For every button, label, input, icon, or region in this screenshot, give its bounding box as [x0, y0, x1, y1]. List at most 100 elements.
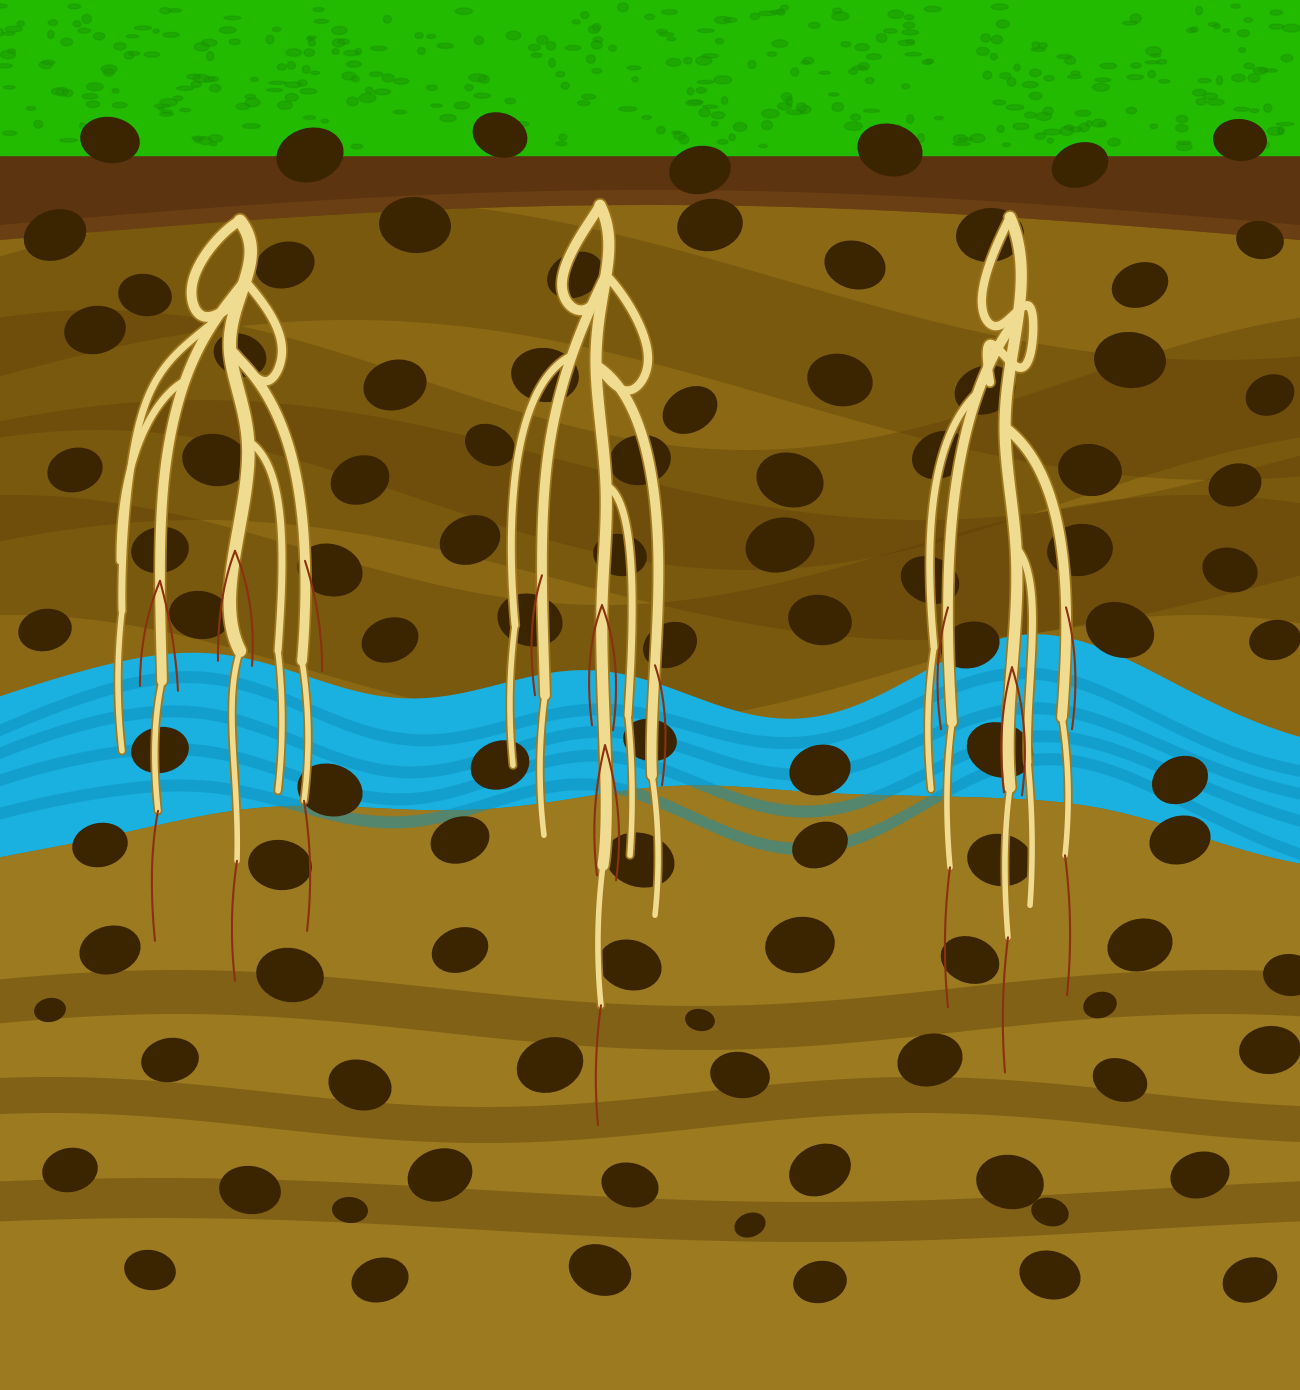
Ellipse shape	[905, 15, 914, 19]
Ellipse shape	[1176, 115, 1188, 122]
Ellipse shape	[303, 65, 311, 74]
Ellipse shape	[589, 25, 599, 33]
Ellipse shape	[73, 823, 127, 867]
Ellipse shape	[153, 29, 160, 33]
Ellipse shape	[498, 594, 563, 646]
Ellipse shape	[1036, 113, 1052, 121]
Ellipse shape	[1092, 83, 1109, 92]
Ellipse shape	[1217, 76, 1222, 85]
Ellipse shape	[1231, 4, 1240, 8]
Ellipse shape	[169, 591, 231, 639]
Ellipse shape	[471, 741, 529, 790]
Ellipse shape	[220, 1166, 281, 1213]
Ellipse shape	[361, 617, 419, 663]
Ellipse shape	[91, 138, 107, 142]
Ellipse shape	[801, 61, 810, 64]
Ellipse shape	[343, 50, 359, 56]
Ellipse shape	[194, 74, 209, 82]
Ellipse shape	[1044, 75, 1054, 81]
Ellipse shape	[255, 242, 315, 289]
Ellipse shape	[500, 122, 514, 128]
Ellipse shape	[516, 1037, 584, 1093]
Ellipse shape	[1239, 47, 1245, 53]
Ellipse shape	[1191, 26, 1199, 32]
Ellipse shape	[1022, 82, 1039, 88]
Ellipse shape	[537, 36, 549, 44]
Ellipse shape	[101, 65, 117, 74]
Ellipse shape	[207, 51, 213, 61]
Ellipse shape	[642, 115, 651, 120]
Ellipse shape	[1196, 7, 1202, 15]
Ellipse shape	[1150, 124, 1157, 129]
Ellipse shape	[1044, 129, 1061, 135]
Ellipse shape	[512, 121, 529, 126]
Ellipse shape	[747, 60, 755, 68]
Ellipse shape	[762, 110, 779, 118]
Ellipse shape	[126, 35, 139, 38]
Ellipse shape	[1048, 138, 1053, 143]
Ellipse shape	[17, 21, 25, 26]
Ellipse shape	[134, 26, 151, 29]
Ellipse shape	[976, 1155, 1044, 1209]
Ellipse shape	[285, 82, 302, 88]
Ellipse shape	[81, 117, 140, 163]
Ellipse shape	[242, 124, 260, 128]
Ellipse shape	[298, 81, 307, 86]
Ellipse shape	[1150, 54, 1161, 57]
Ellipse shape	[342, 72, 356, 81]
Ellipse shape	[112, 89, 120, 93]
Ellipse shape	[1131, 63, 1141, 68]
Ellipse shape	[169, 8, 182, 13]
Ellipse shape	[809, 22, 820, 28]
Ellipse shape	[777, 103, 792, 110]
Ellipse shape	[841, 42, 850, 47]
Ellipse shape	[415, 32, 424, 39]
Ellipse shape	[56, 88, 69, 96]
Ellipse shape	[237, 103, 250, 110]
Ellipse shape	[490, 133, 501, 142]
Ellipse shape	[394, 78, 408, 85]
Ellipse shape	[1269, 24, 1283, 29]
Ellipse shape	[829, 93, 838, 96]
Ellipse shape	[718, 139, 728, 145]
Ellipse shape	[0, 64, 13, 68]
Ellipse shape	[556, 142, 567, 146]
Ellipse shape	[762, 121, 772, 129]
Ellipse shape	[506, 99, 516, 104]
PathPatch shape	[0, 753, 1300, 860]
Ellipse shape	[556, 72, 566, 76]
Ellipse shape	[1202, 548, 1257, 592]
Ellipse shape	[901, 556, 959, 603]
Ellipse shape	[1175, 124, 1188, 132]
Ellipse shape	[1209, 463, 1261, 506]
Ellipse shape	[663, 386, 718, 434]
PathPatch shape	[0, 785, 1300, 1390]
Ellipse shape	[332, 26, 347, 35]
Ellipse shape	[745, 517, 815, 573]
Ellipse shape	[266, 35, 274, 44]
Ellipse shape	[465, 85, 473, 90]
Ellipse shape	[42, 1148, 98, 1193]
Ellipse shape	[380, 197, 451, 253]
Ellipse shape	[546, 42, 555, 50]
Ellipse shape	[1157, 60, 1166, 64]
PathPatch shape	[0, 495, 1300, 726]
Ellipse shape	[370, 46, 387, 50]
Ellipse shape	[104, 68, 114, 76]
Ellipse shape	[465, 424, 515, 466]
Ellipse shape	[79, 122, 86, 129]
Ellipse shape	[208, 135, 222, 142]
Ellipse shape	[892, 135, 907, 142]
Ellipse shape	[506, 31, 521, 40]
Ellipse shape	[303, 115, 316, 120]
Ellipse shape	[788, 595, 852, 645]
Ellipse shape	[993, 100, 1006, 104]
Ellipse shape	[1079, 124, 1089, 132]
Ellipse shape	[855, 43, 870, 51]
Ellipse shape	[673, 132, 685, 140]
Ellipse shape	[1046, 524, 1113, 575]
Ellipse shape	[698, 29, 714, 32]
Ellipse shape	[592, 68, 602, 74]
Ellipse shape	[1086, 602, 1154, 657]
Ellipse shape	[1030, 92, 1043, 100]
